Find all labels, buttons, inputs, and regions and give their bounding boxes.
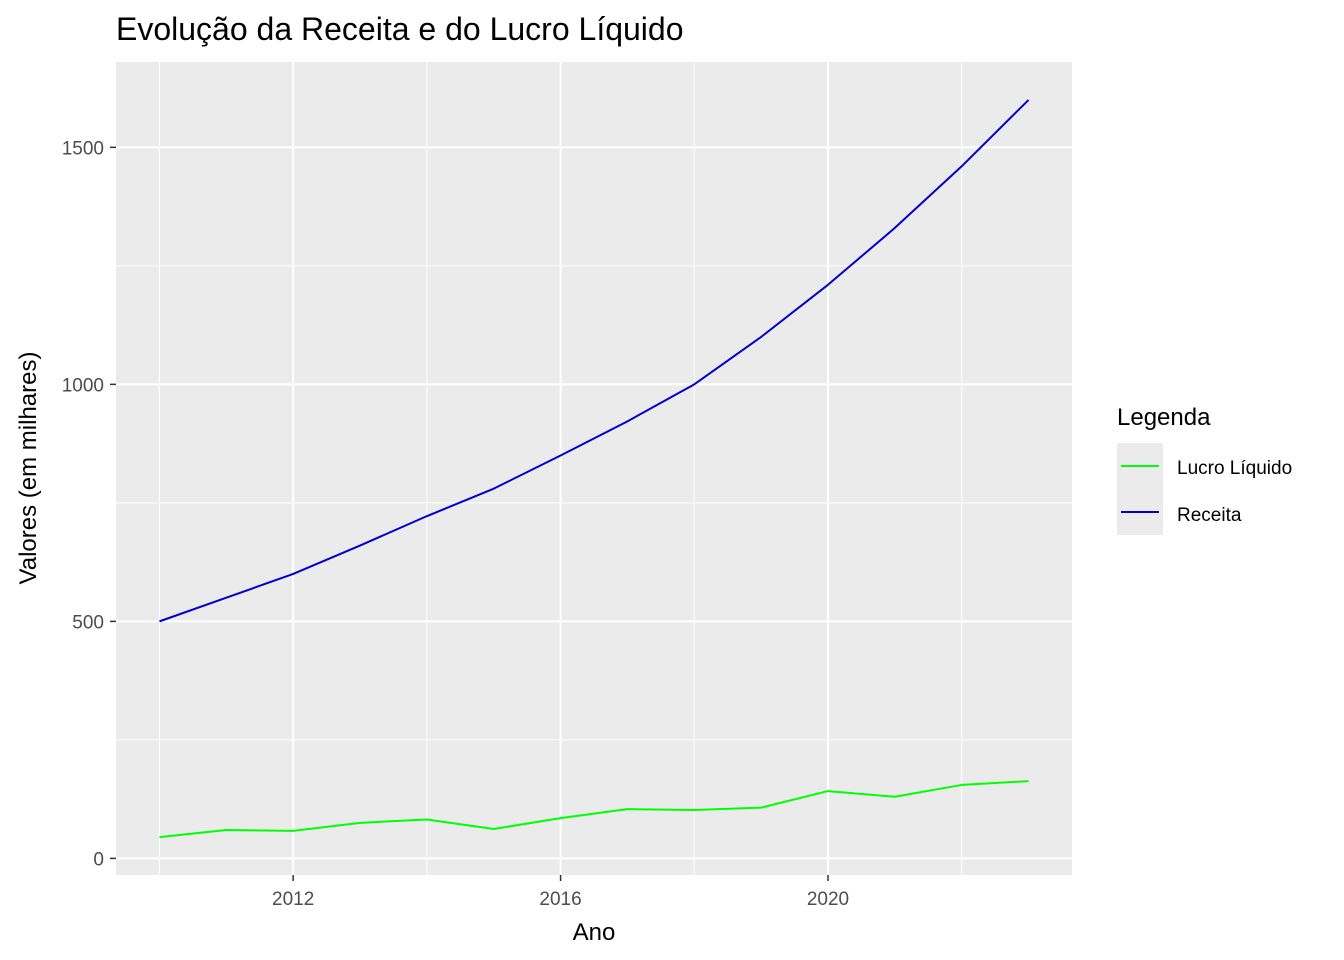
legend-keys-background: [1117, 443, 1163, 535]
plot-panel: [116, 62, 1072, 875]
series-line-lucro-liquido: [159, 780, 1029, 839]
x-axis: 2012 2016 2020: [272, 875, 849, 910]
minor-gridlines: [116, 62, 1072, 875]
legend-label-lucro-liquido: Lucro Líquido: [1177, 458, 1292, 479]
series-line-receita: [159, 99, 1030, 623]
y-tick-label-1: 500: [72, 612, 104, 633]
legend-label-receita: Receita: [1177, 505, 1242, 526]
series-lines: [159, 99, 1030, 839]
y-tick-label-2: 1000: [62, 375, 104, 396]
y-tick-label-0: 0: [93, 849, 104, 870]
major-gridlines: [116, 62, 1072, 875]
legend-title: Legenda: [1117, 404, 1211, 431]
x-tick-label-1: 2016: [539, 889, 581, 910]
y-axis: 0 500 1000 1500: [62, 138, 116, 870]
x-tick-label-2: 2020: [807, 889, 849, 910]
x-tick-label-0: 2012: [272, 889, 314, 910]
x-axis-title: Ano: [573, 919, 616, 946]
chart-title: Evolução da Receita e do Lucro Líquido: [116, 11, 684, 47]
legend: Legenda Lucro Líquido Receita: [1117, 404, 1292, 535]
y-tick-label-3: 1500: [62, 138, 104, 159]
y-axis-title: Valores (em milhares): [15, 352, 42, 585]
